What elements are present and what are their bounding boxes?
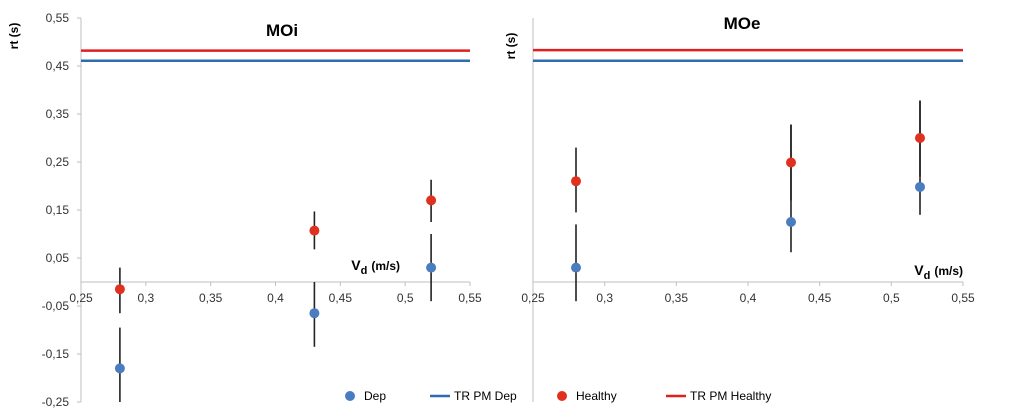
x-tick-label: 0,5	[883, 291, 900, 305]
chart-title: MOi	[266, 21, 298, 40]
data-point-healthy	[786, 157, 796, 168]
data-point-dep	[309, 308, 320, 319]
y-tick-label: -0,25	[42, 395, 70, 408]
x-tick-label: 0,55	[951, 291, 975, 305]
x-tick-label: 0,45	[808, 291, 832, 305]
x-axis-label-unit: (m/s)	[934, 264, 963, 278]
data-point-healthy	[309, 225, 320, 236]
data-point-dep	[114, 363, 125, 374]
data-point-healthy	[571, 176, 581, 187]
data-point-healthy	[915, 133, 925, 143]
data-point-healthy	[426, 195, 437, 206]
x-tick-label: 0,3	[596, 291, 613, 305]
y-tick-label: 0,55	[46, 11, 70, 25]
chart-title: MOe	[724, 14, 761, 33]
x-tick-label: 0,25	[69, 291, 93, 305]
x-axis-label-main: V	[914, 262, 924, 278]
x-tick-label: 0,45	[329, 291, 353, 305]
y-axis-label: rt (s)	[7, 23, 21, 50]
panel-moe: 0,25 0,3 0,35 0,4 0,45 0,5 0,55 MOe rt (s) Vd (m/s…	[504, 14, 975, 402]
x-tick-label: 0,3	[137, 291, 154, 305]
x-axis-label-subscript: d	[924, 270, 931, 282]
x-axis-label: Vd (m/s)	[351, 257, 400, 277]
data-point-healthy	[114, 284, 125, 295]
legend: Dep TR PM Dep Healthy TR PM Healthy	[345, 389, 771, 403]
x-axis-label: Vd (m/s)	[914, 262, 963, 282]
legend-marker	[345, 391, 355, 401]
legend-label: TR PM Healthy	[690, 389, 771, 403]
x-tick-label: 0,4	[740, 291, 757, 305]
y-tick-label: 0,05	[46, 251, 70, 265]
data-point-dep	[571, 262, 581, 273]
x-tick-label: 0,35	[665, 291, 689, 305]
legend-label: Healthy	[576, 389, 617, 403]
legend-label: TR PM Dep	[454, 389, 517, 403]
y-tick-label: 0,15	[46, 203, 70, 217]
data-point-dep	[915, 181, 925, 192]
x-tick-label: 0,4	[267, 291, 284, 305]
y-tick-label: -0,05	[42, 299, 70, 313]
y-tick-label: -0,15	[42, 347, 70, 361]
x-tick-label: 0,25	[521, 291, 545, 305]
x-axis-label-subscript: d	[361, 265, 368, 277]
legend-marker	[557, 391, 567, 401]
data-point-dep	[426, 262, 437, 273]
y-tick-label: 0,25	[46, 155, 70, 169]
x-axis-label-main: V	[351, 257, 361, 273]
x-tick-label: 0,5	[397, 291, 414, 305]
x-tick-label: 0,55	[458, 291, 482, 305]
x-axis-label-unit: (m/s)	[371, 259, 400, 273]
x-tick-label: 0,35	[199, 291, 223, 305]
data-point-dep	[786, 217, 796, 227]
panel-moi: 0,55 0,45 0,35 0,25 0,15 0,05 -0,05 -0,15 -0,25 0…	[7, 11, 482, 408]
legend-label: Dep	[364, 389, 386, 403]
y-tick-label: 0,35	[46, 107, 70, 121]
y-tick-label: 0,45	[46, 59, 70, 73]
y-axis-label: rt (s)	[504, 33, 518, 60]
